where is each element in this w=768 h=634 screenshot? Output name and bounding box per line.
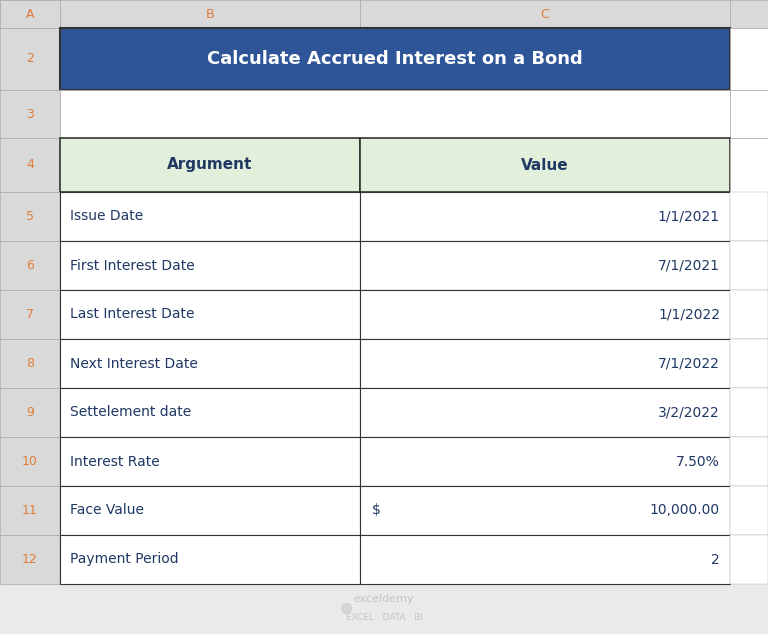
Bar (0, 437, 60, 486)
Text: Last Interest Date: Last Interest Date (70, 307, 194, 321)
Text: First Interest Date: First Interest Date (70, 259, 195, 273)
Text: 11: 11 (22, 504, 38, 517)
Text: exceldemy: exceldemy (354, 594, 414, 604)
Bar (730, 486, 768, 535)
Bar (360, 486, 730, 535)
Bar (60, 339, 360, 388)
Bar (0, 0, 60, 28)
Text: 1/1/2022: 1/1/2022 (658, 307, 720, 321)
Text: 12: 12 (22, 553, 38, 566)
Text: 5: 5 (26, 210, 34, 223)
Text: Face Value: Face Value (70, 503, 144, 517)
Bar (0, 138, 60, 192)
Bar (360, 241, 730, 290)
Bar (60, 0, 360, 28)
Bar (730, 339, 768, 388)
Bar (730, 388, 768, 437)
Text: Issue Date: Issue Date (70, 209, 144, 224)
Bar (60, 192, 360, 241)
Text: 7/1/2021: 7/1/2021 (658, 259, 720, 273)
Bar (60, 486, 360, 535)
Text: 10,000.00: 10,000.00 (650, 503, 720, 517)
Bar (360, 0, 730, 28)
Bar (0, 0, 60, 28)
Text: C: C (541, 8, 549, 20)
Bar (0, 290, 60, 339)
Bar (360, 437, 730, 486)
Text: 10: 10 (22, 455, 38, 468)
Text: A: A (26, 8, 35, 20)
Text: 3: 3 (26, 108, 34, 120)
Text: Next Interest Date: Next Interest Date (70, 356, 198, 370)
Bar (730, 28, 768, 90)
Bar (60, 437, 360, 486)
Text: Value: Value (521, 157, 569, 172)
Text: Interest Rate: Interest Rate (70, 455, 160, 469)
Polygon shape (2, 3, 56, 25)
Bar (360, 388, 730, 437)
Text: 7/1/2022: 7/1/2022 (658, 356, 720, 370)
Bar (730, 535, 768, 584)
Bar (0, 388, 60, 437)
Bar (0, 339, 60, 388)
Bar (730, 0, 768, 28)
Text: 3/2/2022: 3/2/2022 (658, 406, 720, 420)
Bar (60, 535, 360, 584)
Text: $: $ (372, 503, 381, 517)
Bar (730, 90, 768, 138)
Text: Calculate Accrued Interest on a Bond: Calculate Accrued Interest on a Bond (207, 50, 583, 68)
Text: 2: 2 (711, 552, 720, 567)
Text: B: B (206, 8, 214, 20)
Bar (360, 535, 730, 584)
Bar (360, 138, 730, 192)
Text: 9: 9 (26, 406, 34, 419)
Bar (0, 0, 60, 28)
Bar (360, 290, 730, 339)
Bar (730, 241, 768, 290)
Text: Settelement date: Settelement date (70, 406, 191, 420)
Bar (730, 437, 768, 486)
Bar (360, 192, 730, 241)
Bar (60, 90, 730, 138)
Bar (60, 388, 360, 437)
Bar (0, 241, 60, 290)
Bar (730, 290, 768, 339)
Text: Payment Period: Payment Period (70, 552, 179, 567)
Text: 4: 4 (26, 158, 34, 172)
Bar (0, 192, 60, 241)
Bar (730, 192, 768, 241)
Text: 6: 6 (26, 259, 34, 272)
Bar (0, 535, 60, 584)
Text: 7: 7 (26, 308, 34, 321)
Bar (0, 90, 60, 138)
Text: 7.50%: 7.50% (677, 455, 720, 469)
Bar (60, 28, 730, 90)
Polygon shape (3, 3, 57, 25)
Text: 2: 2 (26, 53, 34, 65)
Bar (60, 138, 360, 192)
Bar (730, 138, 768, 192)
Text: EXCEL · DATA · BI: EXCEL · DATA · BI (346, 612, 422, 621)
Text: 8: 8 (26, 357, 34, 370)
Bar (0, 28, 60, 90)
Bar (60, 290, 360, 339)
Bar (60, 241, 360, 290)
Text: 1/1/2021: 1/1/2021 (658, 209, 720, 224)
Bar (0, 486, 60, 535)
Text: Argument: Argument (167, 157, 253, 172)
Bar (360, 339, 730, 388)
